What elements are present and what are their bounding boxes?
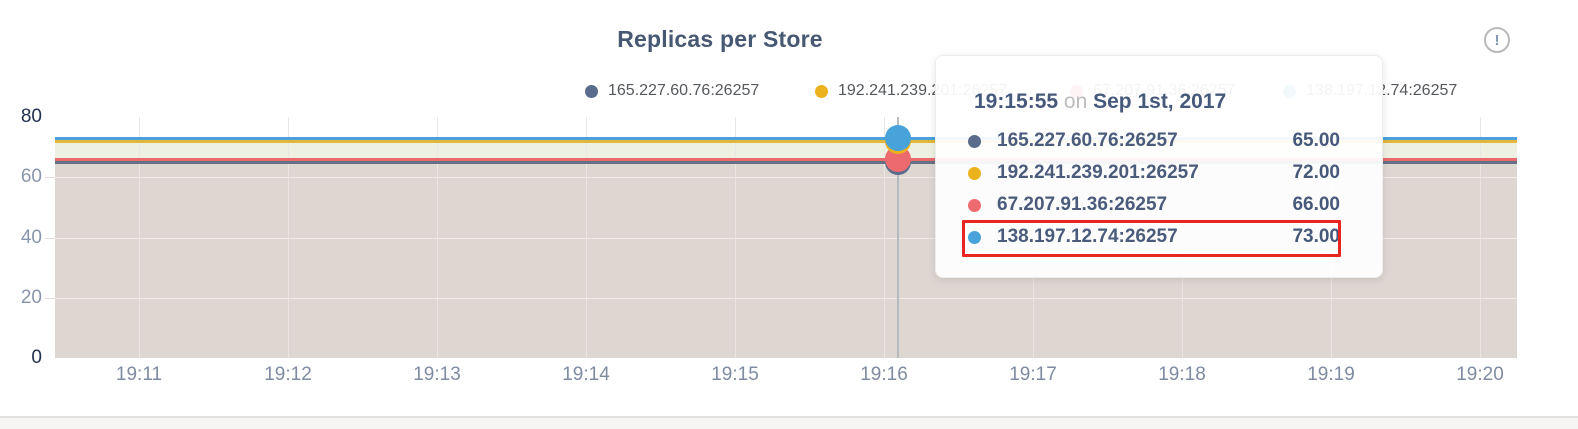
- x-tick-label: 19:11: [115, 364, 163, 385]
- hover-crosshair-line: [897, 117, 899, 358]
- tooltip-row: 138.197.12.74:26257 73.00: [968, 221, 1340, 253]
- vertical-gridline: [586, 117, 587, 358]
- horizontal-gridline: [55, 237, 1517, 239]
- tooltip-series-dot-icon: [968, 166, 981, 180]
- x-tick-label: 19:14: [562, 364, 610, 385]
- tooltip-series-label: 67.207.91.36:26257: [997, 194, 1168, 215]
- info-exclamation-icon[interactable]: !: [1484, 27, 1510, 53]
- red-highlight-annotation: [962, 220, 1341, 257]
- legend-item-label: 165.227.60.76:26257: [608, 82, 760, 99]
- y-tick-label: 60: [20, 166, 42, 188]
- tooltip-series-label: 165.227.60.76:26257: [997, 130, 1178, 151]
- vertical-gridline: [288, 117, 289, 358]
- tooltip-series-dot-icon: [968, 134, 981, 148]
- series-line-2: [55, 157, 1517, 161]
- x-tick-label: 19:12: [264, 364, 312, 385]
- x-tick-label: 19:13: [413, 364, 461, 385]
- chart-title: Replicas per Store: [617, 26, 823, 52]
- info-icon-glyph: !: [1494, 31, 1500, 49]
- x-tick-label: 19:18: [1158, 364, 1206, 385]
- tooltip-row: 192.241.239.201:26257 72.00: [968, 157, 1340, 189]
- horizontal-gridline: [55, 177, 1517, 179]
- vertical-gridline: [884, 117, 885, 358]
- y-tick-label: 40: [20, 226, 42, 248]
- y-tick-label: 0: [31, 347, 42, 368]
- vertical-gridline: [1480, 117, 1481, 358]
- panel-divider: [0, 416, 1578, 418]
- series-line-3: [55, 136, 1517, 140]
- x-tick-label: 19:19: [1307, 364, 1355, 385]
- legend-item[interactable]: 165.227.60.76:26257: [585, 82, 759, 100]
- x-tick-label: 19:17: [1009, 364, 1057, 385]
- tooltip-series-dot-icon: [968, 198, 981, 212]
- tooltip-row: 165.227.60.76:26257 65.00: [968, 125, 1340, 157]
- tooltip-series-value: 66.00: [1292, 194, 1340, 215]
- tooltip-series-label: 192.241.239.201:26257: [997, 162, 1199, 183]
- tooltip-series-label: 138.197.12.74:26257: [997, 226, 1178, 247]
- x-tick-label: 19:20: [1456, 364, 1504, 385]
- y-tick-label: 80: [20, 106, 42, 127]
- series-line-0: [55, 160, 1517, 164]
- vertical-gridline: [437, 117, 438, 358]
- tooltip-timestamp: 19:15:55 on Sep 1st, 2017: [974, 90, 1226, 114]
- vertical-gridline: [139, 117, 140, 358]
- tooltip-series-value: 72.00: [1292, 162, 1340, 183]
- y-axis-tick: [45, 237, 55, 239]
- legend-dot-icon: [585, 84, 598, 98]
- next-panel-edge: [0, 418, 1578, 429]
- chart-tooltip: 19:15:55 on Sep 1st, 2017 165.227.60.76:…: [935, 55, 1383, 278]
- y-axis-tick: [45, 177, 55, 179]
- area-fill-band: [55, 138, 1517, 142]
- tooltip-date: Sep 1st, 2017: [1093, 90, 1227, 113]
- tooltip-series-value: 65.00: [1292, 130, 1340, 151]
- series-line-1: [55, 139, 1517, 143]
- tooltip-series-value: 73.00: [1292, 226, 1340, 247]
- tooltip-row: 67.207.91.36:26257 66.00: [968, 189, 1340, 221]
- tooltip-series-dot-icon: [968, 230, 981, 244]
- y-axis-tick: [45, 297, 55, 299]
- vertical-gridline: [735, 117, 736, 358]
- hover-dot: [885, 125, 911, 152]
- tooltip-time: 19:15:55: [974, 90, 1059, 113]
- x-tick-label: 19:15: [711, 364, 759, 385]
- legend-dot-icon: [815, 84, 828, 98]
- horizontal-gridline: [55, 297, 1517, 299]
- y-tick-label: 20: [20, 286, 42, 308]
- tooltip-connector: on: [1063, 90, 1088, 113]
- x-tick-label: 19:16: [860, 364, 908, 385]
- tooltip-rows: 165.227.60.76:26257 65.00 192.241.239.201:…: [968, 125, 1340, 253]
